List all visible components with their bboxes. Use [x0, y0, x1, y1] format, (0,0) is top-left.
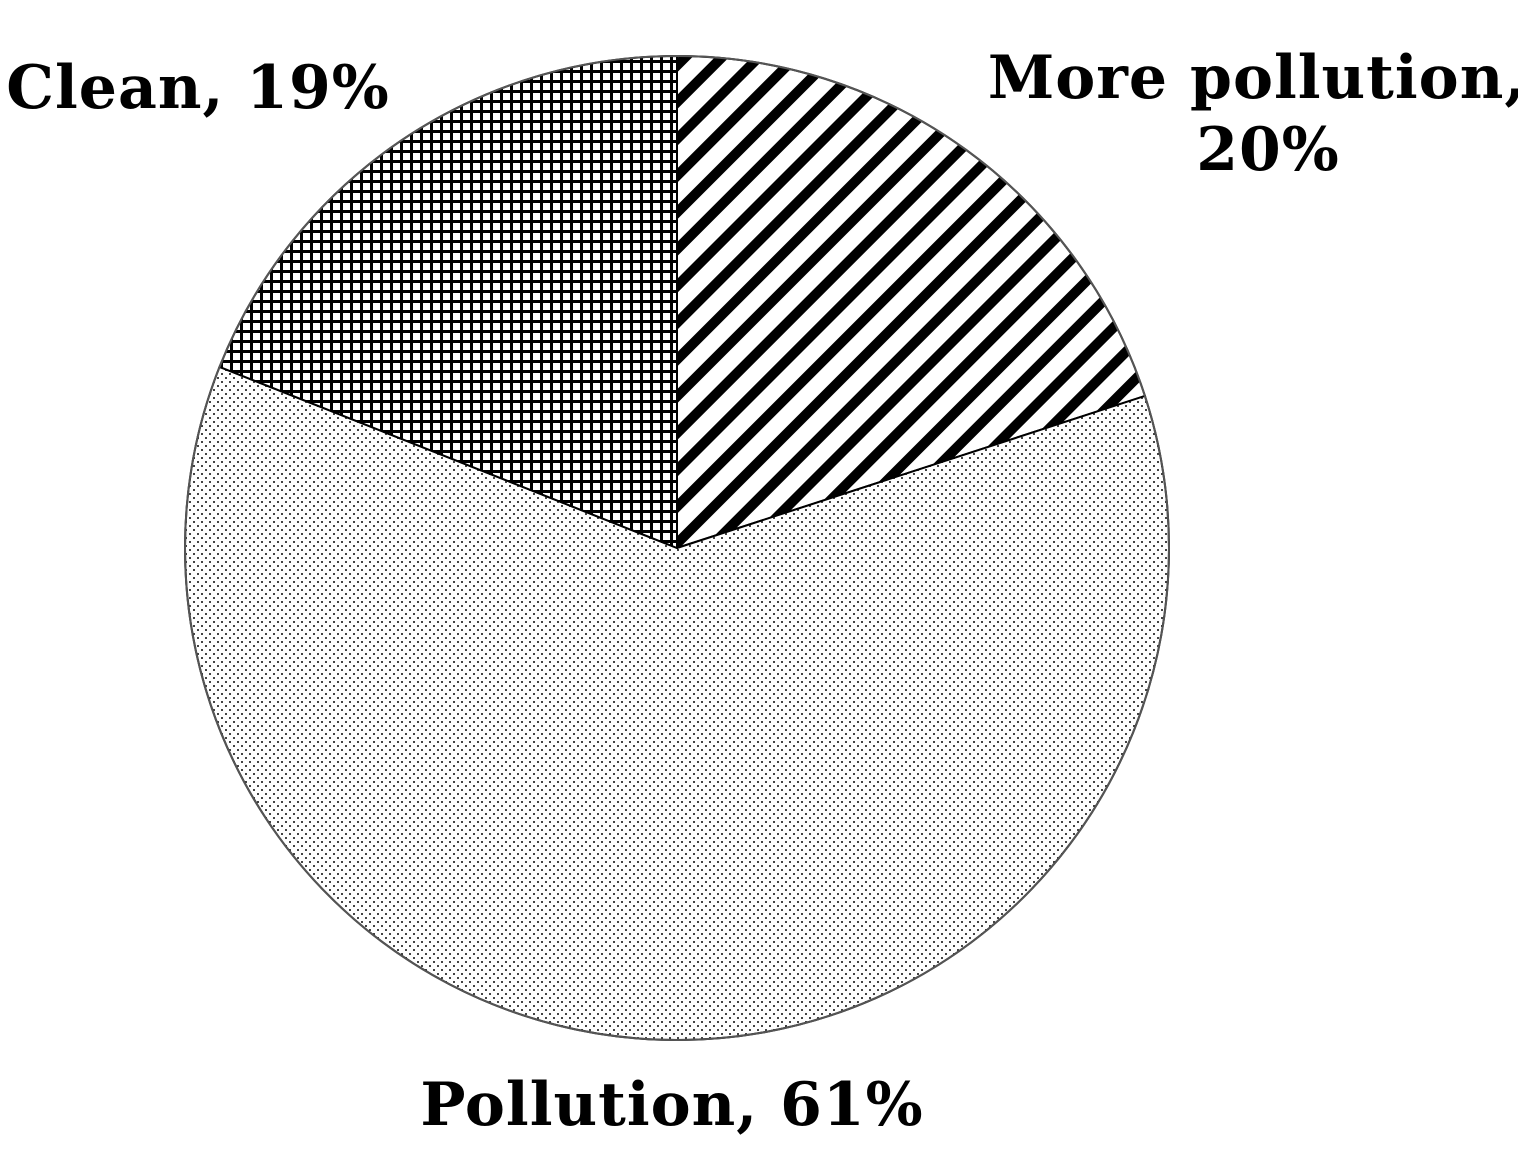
pie-slices: [184, 54, 1170, 1041]
label-more-pollution-line1: More pollution,: [988, 43, 1518, 113]
pie-outline: [184, 55, 1170, 1041]
label-pollution: Pollution, 61%: [420, 1070, 923, 1140]
label-more-pollution-line2: 20%: [1196, 115, 1340, 185]
label-more-pollution: More pollution, 20%: [988, 43, 1518, 185]
label-clean: Clean, 19%: [6, 53, 390, 123]
